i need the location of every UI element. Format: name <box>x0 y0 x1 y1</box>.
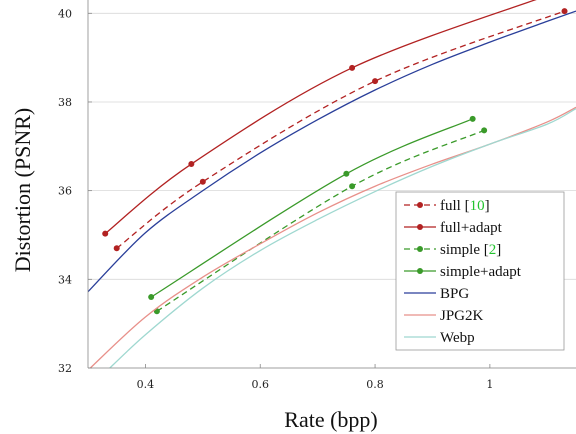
legend-entry-full: full [10] <box>440 198 490 214</box>
data-point-full-adapt <box>102 230 109 237</box>
x-tick-label: 0.6 <box>251 378 269 391</box>
x-tick-label: 0.8 <box>366 378 384 391</box>
series-line-bpg <box>88 10 576 293</box>
x-tick-label: 0.4 <box>137 378 155 391</box>
y-tick-label: 32 <box>58 362 72 375</box>
series-line-full-adapt <box>104 0 537 235</box>
y-tick-label: 40 <box>58 7 72 20</box>
y-tick-label: 38 <box>58 96 72 109</box>
data-point-full <box>199 178 206 185</box>
legend: full [10] full+adapt simple [2] simple+adap… <box>395 191 565 351</box>
tick-labels: 32 34 36 38 40 0.4 0.6 0.8 1 <box>58 7 493 391</box>
y-axis-label: Distortion (PSNR) <box>10 108 35 272</box>
legend-marker-simple <box>417 246 423 252</box>
series-line-full <box>116 10 565 249</box>
legend-entry-jpg2k: JPG2K <box>440 308 484 324</box>
legend-marker-simple-adapt <box>417 268 423 274</box>
x-axis-label: Rate (bpp) <box>284 407 377 432</box>
series-line-simple <box>156 129 485 312</box>
data-point-simple-adapt <box>148 294 155 301</box>
series-line-webp <box>108 108 576 368</box>
y-tick-label: 36 <box>58 185 72 198</box>
data-point-full <box>561 8 568 15</box>
axes <box>87 0 576 369</box>
legend-entry-bpg: BPG <box>440 286 469 302</box>
data-point-simple <box>349 183 356 190</box>
legend-entry-full-adapt: full+adapt <box>440 220 503 236</box>
legend-entry-simple-adapt: simple+adapt <box>440 264 522 280</box>
x-tick-label: 1 <box>486 378 493 391</box>
series-line-jpg2k <box>89 106 576 368</box>
data-point-full-adapt <box>349 64 356 71</box>
data-point-simple-adapt <box>469 115 476 122</box>
data-point-simple <box>481 127 488 134</box>
data-point-full <box>372 78 379 85</box>
legend-marker-full <box>417 202 423 208</box>
series-line-simple-adapt <box>150 118 473 298</box>
legend-entry-simple: simple [2] <box>440 242 501 258</box>
data-point-simple-adapt <box>343 170 350 177</box>
data-point-full-adapt <box>188 161 195 168</box>
data-point-full <box>113 245 120 252</box>
y-tick-label: 34 <box>58 273 72 286</box>
legend-entry-webp: Webp <box>440 330 475 346</box>
series-group <box>88 0 576 368</box>
legend-marker-full-adapt <box>417 224 423 230</box>
